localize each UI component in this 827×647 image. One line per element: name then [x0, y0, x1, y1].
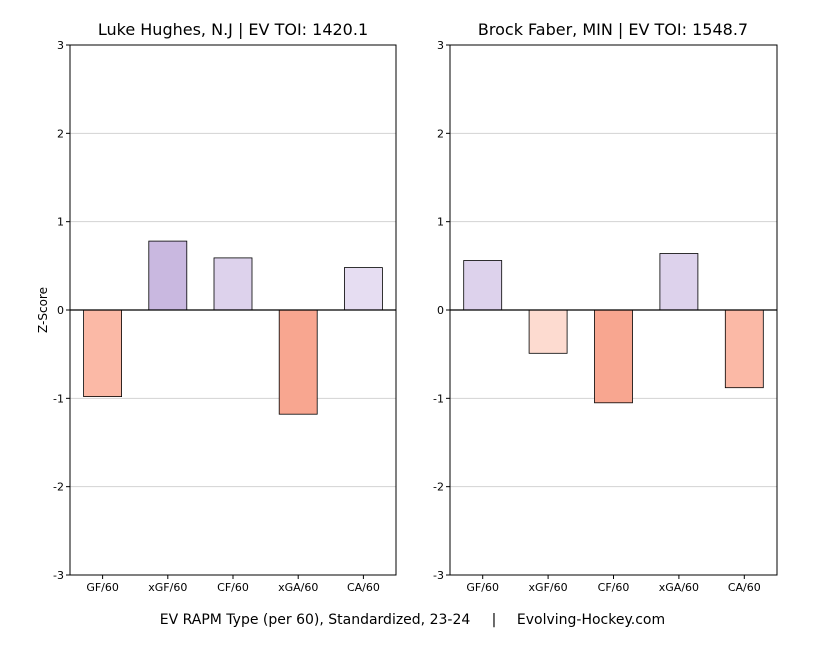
- y-tick-label: -2: [53, 481, 64, 494]
- bar-cf-60: [594, 309, 633, 404]
- x-tick-label: CF/60: [598, 581, 630, 594]
- y-tick-label: 1: [437, 216, 444, 229]
- y-tick-label: 3: [437, 39, 444, 52]
- bar-gf-60: [83, 309, 122, 397]
- x-tick-label: xGF/60: [148, 581, 187, 594]
- y-tick-label: -3: [433, 569, 444, 582]
- y-tick-label: -2: [433, 481, 444, 494]
- caption-right: Evolving-Hockey.com: [517, 612, 665, 628]
- bar-cf-60: [213, 257, 253, 311]
- panel-title: Luke Hughes, N.J | EV TOI: 1420.1: [98, 20, 368, 39]
- caption: EV RAPM Type (per 60), Standardized, 23-…: [160, 612, 665, 628]
- y-tick-label: 2: [57, 127, 64, 140]
- caption-left: EV RAPM Type (per 60), Standardized, 23-…: [160, 612, 471, 628]
- y-tick-label: -1: [53, 392, 64, 405]
- bar-xgf-60: [148, 240, 188, 311]
- bar-xga-60: [659, 253, 699, 311]
- y-tick-label: 0: [437, 304, 444, 317]
- x-tick-label: xGA/60: [659, 581, 699, 594]
- bar-ca-60: [343, 267, 383, 311]
- plot-frame: [69, 44, 397, 576]
- x-tick-label: CA/60: [728, 581, 761, 594]
- y-tick-label: 0: [57, 304, 64, 317]
- bar-xgf-60: [528, 309, 568, 354]
- bar-gf-60: [463, 260, 503, 311]
- y-tick-label: 2: [437, 127, 444, 140]
- plot-frame: [449, 44, 778, 576]
- x-tick-label: xGA/60: [278, 581, 318, 594]
- panel-luke-hughes: Luke Hughes, N.J | EV TOI: 1420.1 GF/60 x…: [53, 20, 397, 594]
- caption-separator: |: [492, 612, 497, 628]
- x-tick-label: CF/60: [217, 581, 249, 594]
- x-tick-label: GF/60: [86, 581, 119, 594]
- y-tick-label: -3: [53, 569, 64, 582]
- bar-xga-60: [278, 309, 318, 415]
- bar-ca-60: [724, 309, 764, 389]
- panel-brock-faber: Brock Faber, MIN | EV TOI: 1548.7 GF/60 x…: [433, 20, 778, 594]
- y-tick-label: -1: [433, 392, 444, 405]
- y-tick-label: 3: [57, 39, 64, 52]
- y-axis-label: Z-Score: [36, 287, 50, 333]
- x-tick-label: GF/60: [466, 581, 499, 594]
- y-tick-label: 1: [57, 216, 64, 229]
- x-tick-label: xGF/60: [529, 581, 568, 594]
- x-tick-label: CA/60: [347, 581, 380, 594]
- panel-title: Brock Faber, MIN | EV TOI: 1548.7: [478, 20, 748, 39]
